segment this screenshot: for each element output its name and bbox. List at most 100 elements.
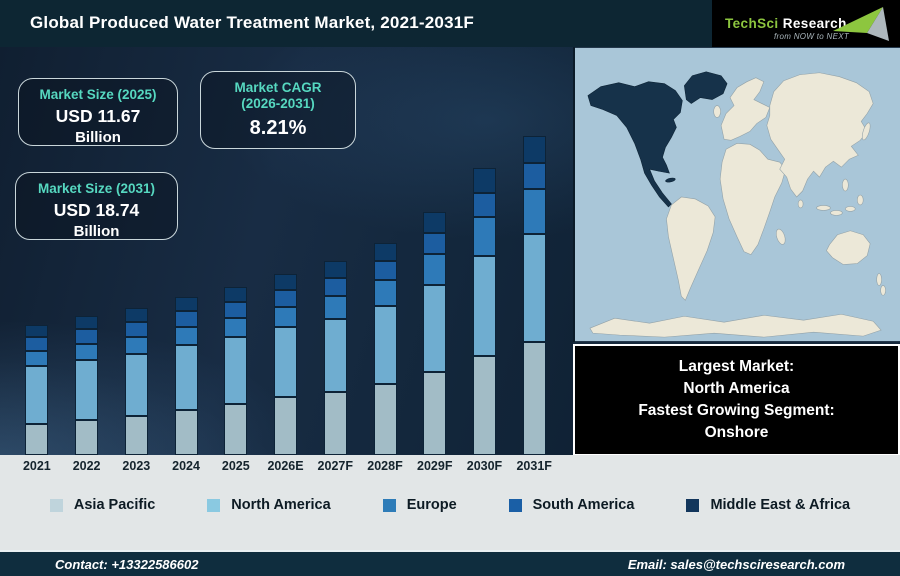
united-kingdom	[713, 105, 721, 118]
bar-2025	[224, 287, 248, 455]
cuba	[665, 177, 676, 183]
market-size-2031-box: Market Size (2031) USD 18.74 Billion	[15, 172, 178, 240]
legend-swatch-asia-pacific	[49, 498, 63, 512]
segment-middle-east-africa	[522, 136, 546, 163]
market-size-2025-unit: Billion	[75, 129, 121, 146]
highlight-line: Largest Market:	[678, 358, 795, 375]
logo-tagline: from NOW to NEXT	[774, 32, 850, 41]
bar-2026E	[274, 274, 298, 455]
logo-arrow-icon	[833, 7, 889, 41]
x-axis-label-2024: 2024	[172, 459, 200, 473]
bar-cell-2031F	[509, 136, 559, 455]
legend-label-asia-pacific: Asia Pacific	[73, 497, 156, 513]
legend-item-south-america: South America	[508, 497, 634, 513]
segment-south-america	[472, 193, 496, 217]
contact-info: Contact: +13322586602	[55, 556, 199, 572]
segment-north-america	[174, 345, 198, 410]
title-bar: Global Produced Water Treatment Market, …	[0, 0, 900, 47]
bar-cell-2028F	[360, 243, 410, 455]
new-zealand	[880, 285, 886, 296]
segment-asia-pacific	[124, 416, 148, 455]
legend-item-europe: Europe	[382, 497, 457, 513]
segment-asia-pacific	[174, 410, 198, 455]
legend: Asia Pacific North America Europe South Ame…	[0, 497, 900, 513]
highlight-line: Fastest Growing Segment:	[638, 402, 835, 419]
segment-asia-pacific	[522, 342, 546, 455]
bar-cell-2030F	[460, 168, 510, 455]
segment-asia-pacific	[224, 404, 248, 455]
japan	[861, 122, 871, 141]
sri-lanka	[797, 199, 804, 209]
segment-europe	[274, 307, 298, 327]
x-axis-label-2028F: 2028F	[367, 459, 403, 473]
world-map	[573, 47, 900, 342]
bar-cell-2029F	[410, 212, 460, 455]
market-cagr-box: Market CAGR (2026-2031) 8.21%	[200, 71, 356, 149]
madagascar	[775, 228, 786, 245]
segment-asia-pacific	[274, 397, 298, 455]
segment-middle-east-africa	[423, 212, 447, 233]
north-america	[587, 81, 683, 208]
highlight-line: North America	[683, 380, 790, 397]
segment-south-america	[274, 290, 298, 307]
segment-middle-east-africa	[174, 297, 198, 311]
segment-europe	[75, 344, 99, 360]
bar-2024	[174, 297, 198, 455]
bar-2023	[124, 308, 148, 455]
legend-swatch-europe	[382, 498, 396, 512]
segment-south-america	[75, 329, 99, 344]
bar-2029F	[423, 212, 447, 455]
logo-brand-secondary: Research	[782, 16, 847, 31]
bar-cell-2022	[62, 316, 112, 455]
legend-swatch-south-america	[508, 498, 522, 512]
bar-2028F	[373, 243, 397, 455]
segment-middle-east-africa	[274, 274, 298, 290]
x-axis-label-2023: 2023	[122, 459, 151, 473]
logo-wordmark: TechSci Research	[725, 16, 847, 31]
segment-asia-pacific	[423, 372, 447, 455]
segment-europe	[472, 217, 496, 256]
segment-north-america	[274, 327, 298, 397]
segment-europe	[423, 254, 447, 285]
highlight-line: Onshore	[704, 424, 769, 441]
segment-europe	[323, 296, 347, 319]
x-axis-label-2025: 2025	[221, 459, 250, 473]
market-cagr-label-line2: (2026-2031)	[241, 96, 315, 111]
segment-north-america	[423, 285, 447, 372]
legend-swatch-middle-east-africa	[686, 498, 700, 512]
bottom-strip	[0, 455, 900, 550]
market-size-2025-label: Market Size (2025)	[39, 87, 157, 102]
market-cagr-label-line1: Market CAGR	[234, 80, 322, 95]
x-axis-label-2026E: 2026E	[267, 459, 304, 473]
legend-swatch-north-america	[207, 498, 221, 512]
segment-south-america	[373, 261, 397, 280]
legend-label-north-america: North America	[231, 497, 331, 513]
x-axis-label-2022: 2022	[72, 459, 101, 473]
legend-item-north-america: North America	[207, 497, 331, 513]
footer: Contact: +13322586602 Email: sales@techs…	[0, 550, 900, 576]
segment-middle-east-africa	[373, 243, 397, 261]
bar-2021	[25, 325, 49, 455]
x-axis-label-2021: 2021	[22, 459, 51, 473]
segment-middle-east-africa	[323, 261, 347, 278]
segment-north-america	[224, 337, 248, 404]
philippines	[842, 178, 849, 192]
segment-south-america	[25, 337, 49, 351]
email-info: Email: sales@techsciresearch.com	[627, 556, 845, 572]
legend-item-asia-pacific: Asia Pacific	[49, 497, 156, 513]
bar-chart-area	[0, 47, 573, 455]
market-size-2025-value: USD 11.67	[55, 106, 141, 126]
indonesia-island	[816, 205, 831, 211]
bar-chart	[0, 47, 573, 455]
new-zealand	[876, 273, 882, 286]
x-axis-label-2031F: 2031F	[516, 459, 552, 473]
bar-2027F	[323, 261, 347, 455]
europe	[720, 77, 771, 141]
market-size-2031-unit: Billion	[73, 223, 120, 240]
market-size-2031-value: USD 18.74	[53, 200, 140, 220]
antarctica	[589, 313, 882, 338]
segment-south-america	[423, 233, 447, 254]
segment-asia-pacific	[472, 356, 496, 455]
legend-item-middle-east-africa: Middle East & Africa	[686, 497, 850, 513]
